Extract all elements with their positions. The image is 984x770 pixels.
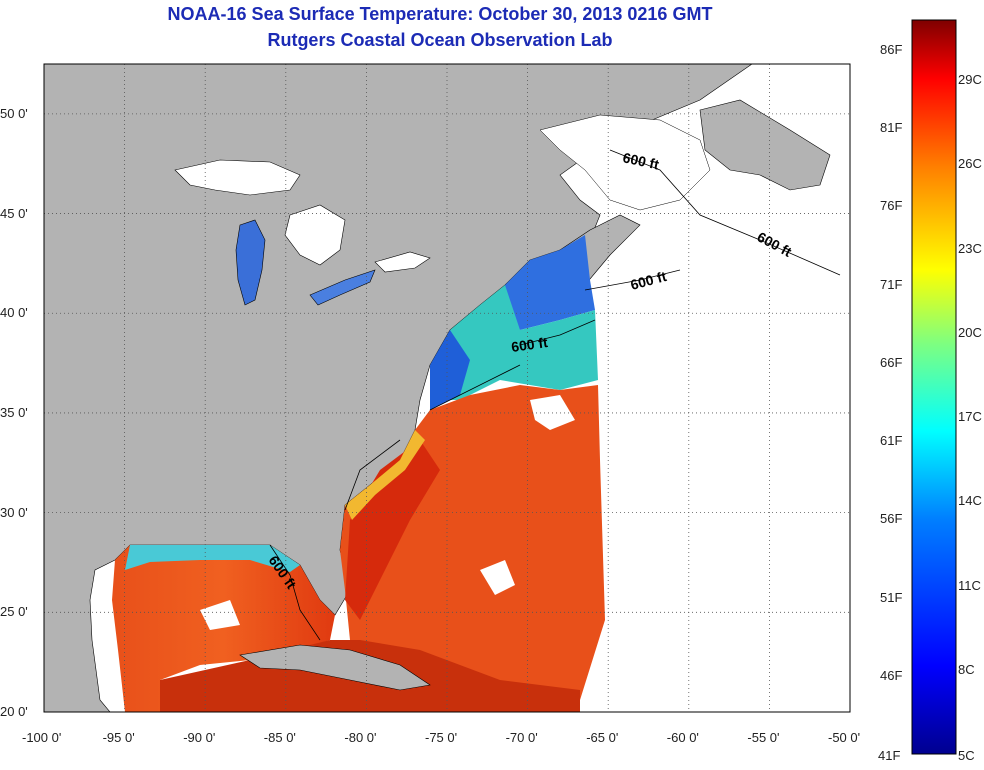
cloud-patch — [200, 600, 240, 630]
latitude-tick-label: 45 0' — [0, 205, 28, 221]
sst-shelf-band — [430, 285, 598, 400]
cloud-patch — [530, 395, 575, 430]
colorbar-celsius-label: 8C — [958, 661, 975, 677]
colorbar-fahrenheit-label: 71F — [880, 276, 903, 292]
cuba-land — [239, 644, 431, 691]
colorbar — [911, 19, 957, 755]
longitude-tick-label: -85 0' — [263, 730, 296, 745]
colorbar-celsius-label: 29C — [958, 72, 982, 87]
colorbar-celsius-label: 5C — [958, 748, 975, 763]
colorbar-fahrenheit-label: 61F — [880, 433, 903, 449]
sst-gulf-of-maine — [500, 235, 595, 330]
sst-gulf-coastal-cyan — [125, 545, 300, 572]
contour-label: 600 ft — [621, 149, 660, 172]
longitude-tick-label: -65 0' — [586, 730, 619, 745]
longitude-tick-label: -95 0' — [102, 730, 135, 745]
sst-shelf-blue — [430, 330, 470, 410]
longitude-tick-label: -50 0' — [828, 730, 861, 745]
colorbar-celsius-label: 23C — [958, 240, 982, 256]
longitude-tick-label: -55 0' — [747, 730, 780, 745]
map-subtitle: Rutgers Coastal Ocean Observation Lab — [267, 30, 613, 50]
lake-superior — [174, 159, 301, 196]
colorbar-celsius-label: 20C — [958, 324, 982, 340]
longitude-tick-label: -80 0' — [344, 730, 377, 745]
colorbar-fahrenheit-label: 56F — [880, 511, 903, 527]
sst-gulf-stream-core — [345, 440, 440, 620]
latitude-tick-label: 35 0' — [0, 404, 28, 420]
latitude-tick-label: 20 0' — [0, 704, 28, 719]
colorbar-fahrenheit-label: 51F — [880, 589, 903, 605]
depth-contour-600ft — [269, 149, 841, 641]
sst-gulf-of-mexico — [112, 545, 335, 712]
latitude-tick-label: 50 0' — [0, 105, 28, 121]
latitude-tick-label: 25 0' — [0, 604, 28, 620]
longitude-tick-label: -90 0' — [183, 730, 216, 745]
colorbar-fahrenheit-label: 76F — [880, 198, 903, 214]
colorbar-celsius-label: 17C — [958, 409, 982, 424]
lake-huron — [284, 204, 346, 266]
lake-erie — [309, 269, 376, 306]
latitude-tick-label: 30 0' — [0, 504, 28, 520]
colorbar-fahrenheit-label: 81F — [880, 120, 903, 136]
contour-label: 600 ft — [510, 334, 549, 355]
lake-ontario — [374, 251, 431, 273]
colorbar-fahrenheit-label: 86F — [880, 42, 903, 57]
map-gridlines — [44, 64, 850, 712]
colorbar-celsius-label: 26C — [958, 156, 982, 172]
map-title: NOAA-16 Sea Surface Temperature: October… — [167, 4, 713, 24]
latitude-tick-label: 40 0' — [0, 305, 28, 321]
map-frame — [43, 63, 851, 713]
colorbar-fahrenheit-label: 41F — [878, 748, 901, 763]
sst-coastal-yellow — [345, 430, 425, 520]
colorbar-celsius-label: 11C — [958, 577, 981, 593]
longitude-tick-label: -100 0' — [22, 730, 62, 745]
gulf-st-lawrence — [539, 114, 711, 211]
longitude-tick-label: -75 0' — [425, 730, 458, 745]
colorbar-fahrenheit-label: 46F — [880, 667, 903, 683]
longitude-tick-label: -70 0' — [505, 730, 538, 745]
colorbar-fahrenheit-label: 66F — [880, 354, 903, 370]
lake-michigan — [235, 219, 266, 306]
newfoundland-land — [699, 99, 831, 191]
colorbar-celsius-label: 14C — [958, 493, 982, 509]
cloud-patch — [480, 560, 515, 595]
longitude-tick-label: -60 0' — [666, 730, 699, 745]
